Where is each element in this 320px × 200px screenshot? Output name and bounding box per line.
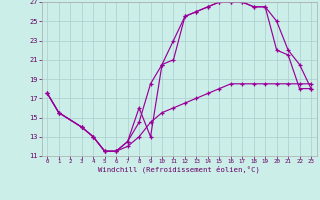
X-axis label: Windchill (Refroidissement éolien,°C): Windchill (Refroidissement éolien,°C) (98, 166, 260, 173)
